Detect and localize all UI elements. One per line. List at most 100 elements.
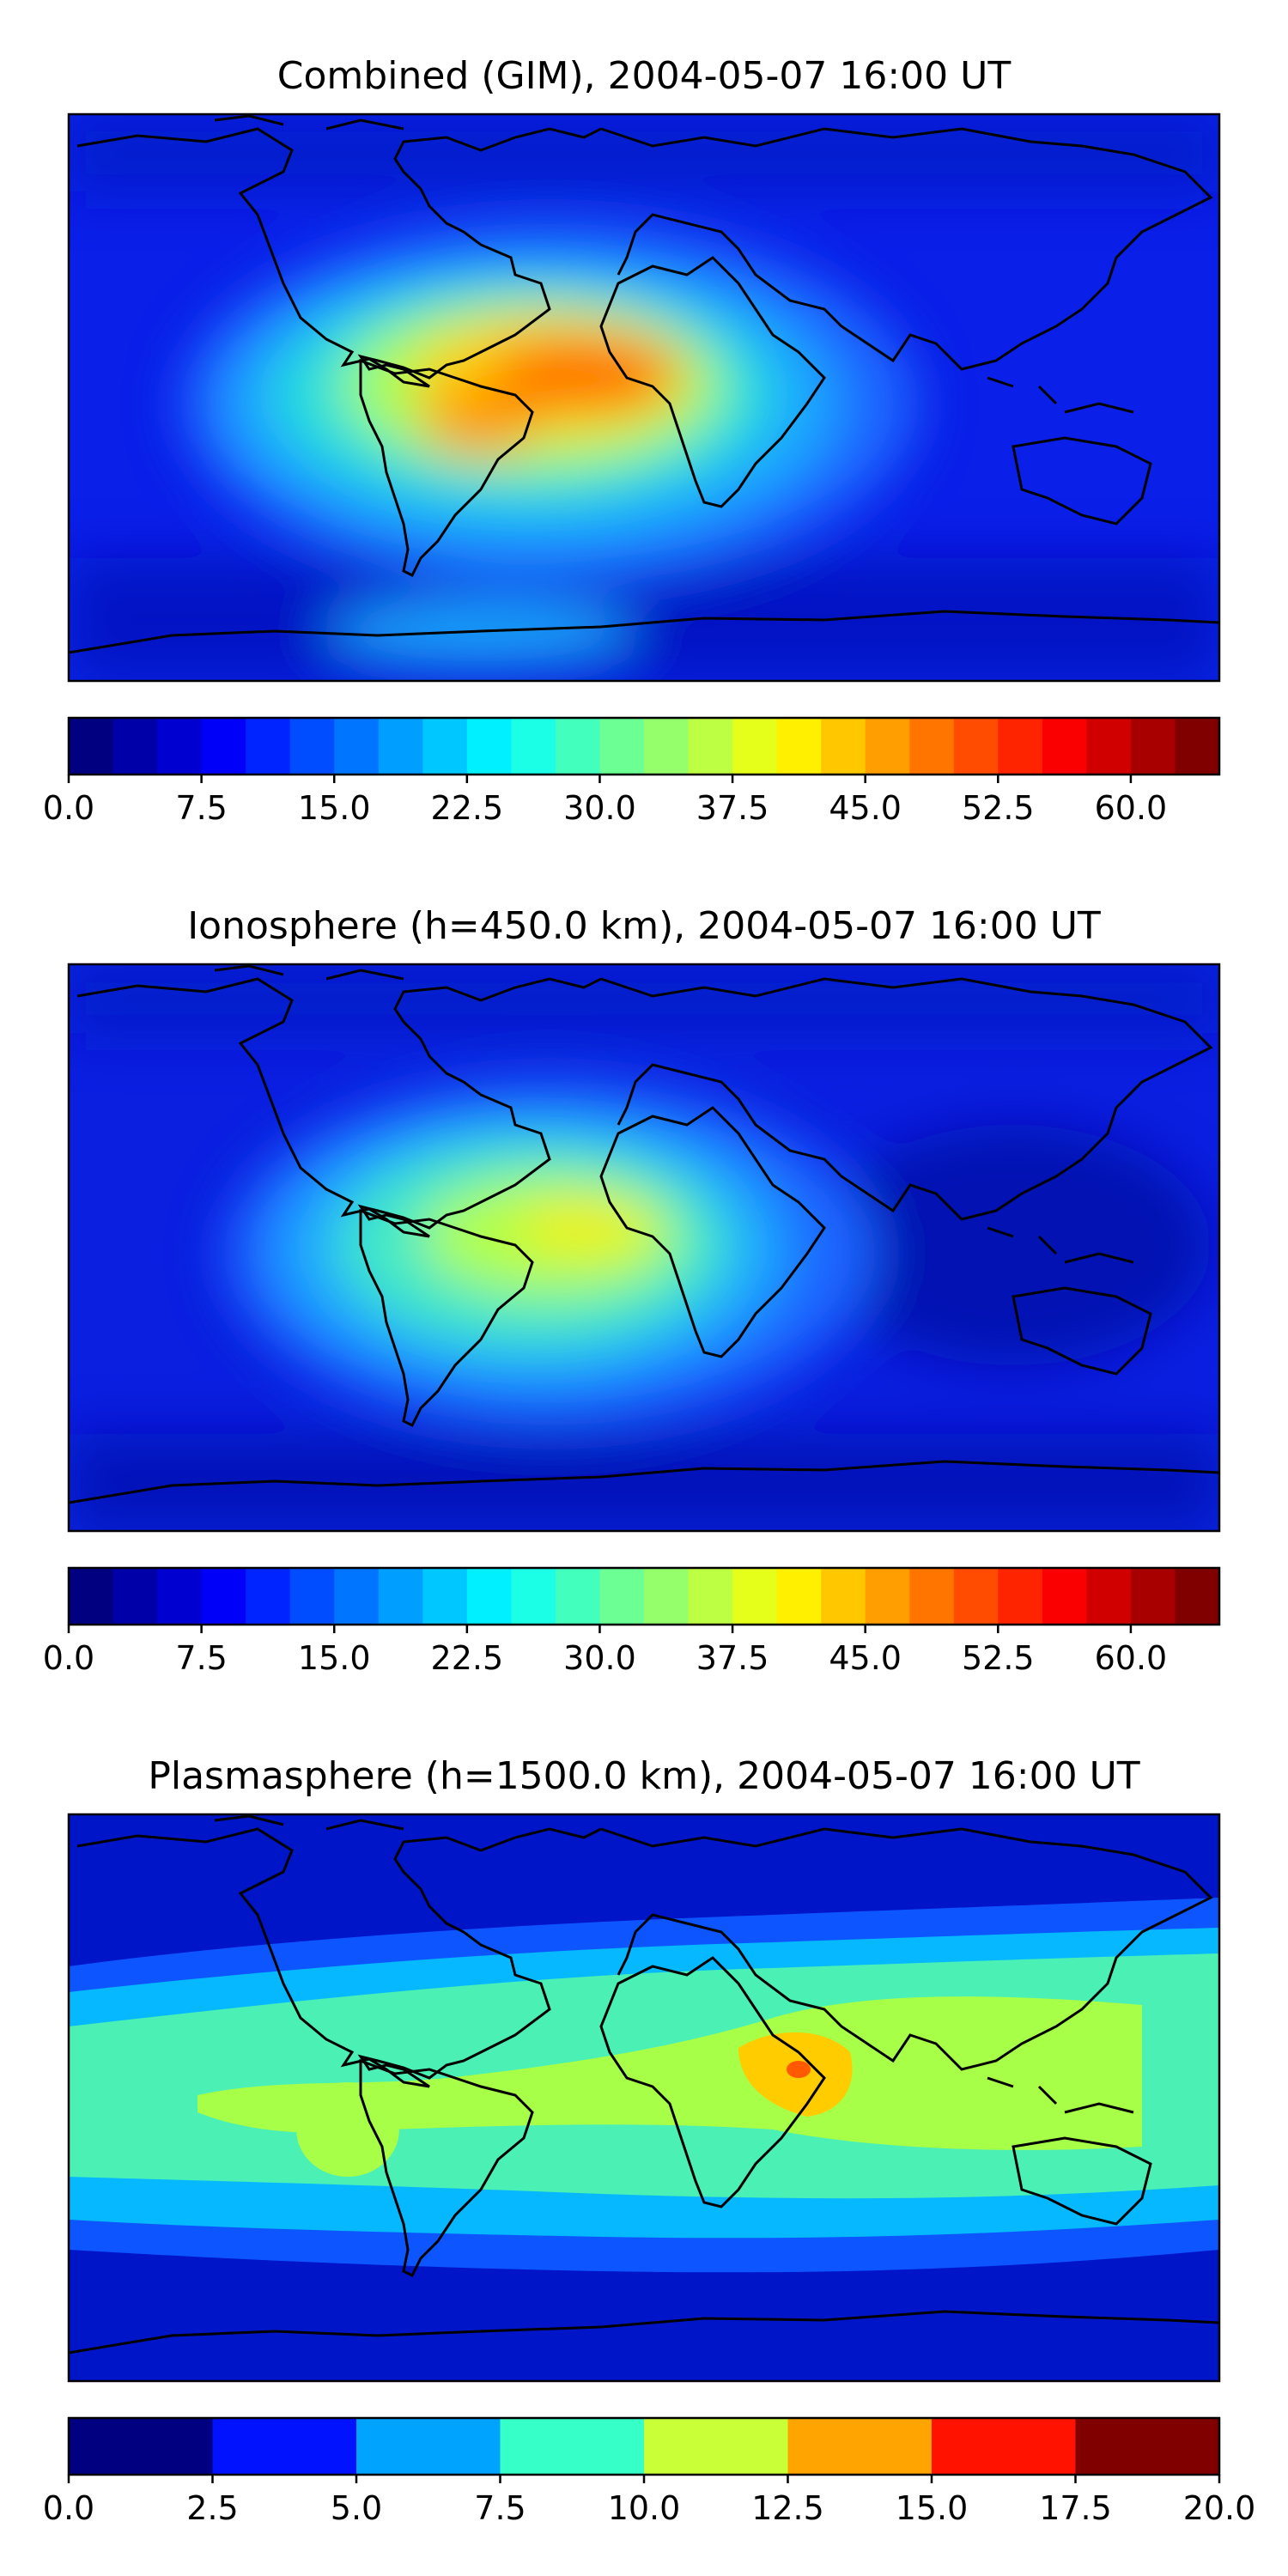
colorbar-tick-label: 52.5 [962, 1639, 1035, 1677]
colorbar-segment [69, 2418, 214, 2475]
colorbar-segment [732, 718, 778, 775]
colorbar-segment [865, 1568, 910, 1625]
colorbar-tick-label: 12.5 [751, 2489, 824, 2527]
colorbar-tick-label: 15.0 [896, 2489, 969, 2527]
colorbar-segment [1075, 2418, 1220, 2475]
colorbar-tick-label: 30.0 [563, 789, 636, 827]
panel-title: Ionosphere (h=450.0 km), 2004-05-07 16:0… [187, 904, 1101, 948]
colorbar-tick-label: 20.0 [1183, 2489, 1256, 2527]
colorbar-segment [157, 1568, 203, 1625]
colorbar-segment [776, 718, 822, 775]
colorbar-segment [289, 1568, 335, 1625]
colorbar-tick-label: 0.0 [43, 2489, 94, 2527]
colorbar-tick-label: 17.5 [1039, 2489, 1112, 2527]
colorbar-segment [69, 1568, 114, 1625]
colorbar-segment [422, 1568, 468, 1625]
colorbar-segment [932, 2418, 1077, 2475]
colorbar-segment [1175, 718, 1220, 775]
colorbar-segment [500, 2418, 645, 2475]
colorbar-segment [378, 718, 423, 775]
colorbar-segment [1175, 1568, 1220, 1625]
map-frame [67, 112, 1221, 683]
colorbar-segment [1042, 1568, 1087, 1625]
colorbar-segment [378, 1568, 423, 1625]
colorbar-tick-label: 60.0 [1095, 1639, 1168, 1677]
coastlines [69, 1814, 1219, 2354]
colorbar-tick-label: 52.5 [962, 789, 1035, 827]
colorbar-segment [787, 2418, 933, 2475]
colorbar-segment [953, 718, 999, 775]
colorbar-segment [1086, 718, 1132, 775]
colorbar-segment [201, 1568, 246, 1625]
colorbar-segment [555, 718, 601, 775]
colorbar-segment [555, 1568, 601, 1625]
colorbar-segment [246, 1568, 291, 1625]
colorbar-segment [201, 718, 246, 775]
colorbar-tick-label: 7.5 [474, 2489, 526, 2527]
colorbar-segment [466, 718, 512, 775]
colorbar-segment [644, 1568, 690, 1625]
coastlines [69, 964, 1219, 1504]
colorbar-segment [334, 718, 380, 775]
colorbar-tick-label: 2.5 [186, 2489, 238, 2527]
colorbar-segment [909, 718, 955, 775]
colorbar-segment [998, 718, 1043, 775]
colorbar: 0.0 7.5 15.0 22.5 30.0 37.5 45.0 52.5 60.0 [43, 716, 1221, 827]
map-frame [67, 1813, 1221, 2383]
colorbar-tick-label: 30.0 [563, 1639, 636, 1677]
colorbar-segment [599, 718, 645, 775]
colorbar-segment [466, 1568, 512, 1625]
colorbar-tick-label: 10.0 [608, 2489, 681, 2527]
colorbar-segment [821, 718, 866, 775]
colorbar-tick-label: 5.0 [331, 2489, 382, 2527]
colorbar-segment [69, 718, 114, 775]
colorbar-segment [732, 1568, 778, 1625]
map-field [69, 964, 1219, 1531]
colorbar-segment [599, 1568, 645, 1625]
panel-title: Combined (GIM), 2004-05-07 16:00 UT [277, 54, 1012, 98]
colorbar-segment [212, 2418, 357, 2475]
colorbar-segment [112, 1568, 158, 1625]
colorbar-tick-label: 7.5 [175, 789, 227, 827]
colorbar-segment [1130, 1568, 1176, 1625]
colorbar-tick-label: 7.5 [175, 1639, 227, 1677]
colorbar-tick-label: 22.5 [431, 789, 504, 827]
colorbar-segment [1130, 718, 1176, 775]
colorbar-segment [112, 718, 158, 775]
colorbar-segment [688, 718, 733, 775]
colorbar-segment [356, 2418, 501, 2475]
map-field [69, 114, 1219, 681]
colorbar-segment [865, 718, 910, 775]
colorbar-segment [1086, 1568, 1132, 1625]
coastlines [69, 114, 1219, 654]
panel-plasmasphere: Plasmasphere (h=1500.0 km), 2004-05-07 1… [43, 1754, 1256, 2527]
colorbar-segment [511, 1568, 556, 1625]
colorbar-tick-label: 0.0 [43, 1639, 94, 1677]
colorbar-segment [246, 718, 291, 775]
colorbar-segment [157, 718, 203, 775]
colorbar-segment [422, 718, 468, 775]
colorbar-segment [776, 1568, 822, 1625]
colorbar-segment [953, 1568, 999, 1625]
colorbar-segment [821, 1568, 866, 1625]
colorbar-tick-label: 45.0 [829, 1639, 902, 1677]
colorbar-segment [644, 2418, 789, 2475]
colorbar-tick-label: 45.0 [829, 789, 902, 827]
colorbar-segment [644, 718, 690, 775]
colorbar-frame [67, 1566, 1221, 1626]
colorbar-tick-label: 15.0 [298, 789, 371, 827]
colorbar-tick-label: 22.5 [431, 1639, 504, 1677]
colorbar: 0.0 7.5 15.0 22.5 30.0 37.5 45.0 52.5 60.0 [43, 1566, 1221, 1677]
map-frame [67, 963, 1221, 1533]
colorbar-segment [688, 1568, 733, 1625]
colorbar-tick-label: 15.0 [298, 1639, 371, 1677]
map-field [69, 1814, 1219, 2381]
colorbar-segment [334, 1568, 380, 1625]
colorbar-tick-label: 60.0 [1095, 789, 1168, 827]
colorbar-segment [909, 1568, 955, 1625]
colorbar-tick-label: 0.0 [43, 789, 94, 827]
panel-ionosphere: Ionosphere (h=450.0 km), 2004-05-07 16:0… [43, 904, 1221, 1677]
colorbar: 0.0 2.5 5.0 7.5 10.0 12.5 15.0 17.5 20.0 [43, 2416, 1256, 2527]
colorbar-tick-label: 37.5 [696, 1639, 769, 1677]
